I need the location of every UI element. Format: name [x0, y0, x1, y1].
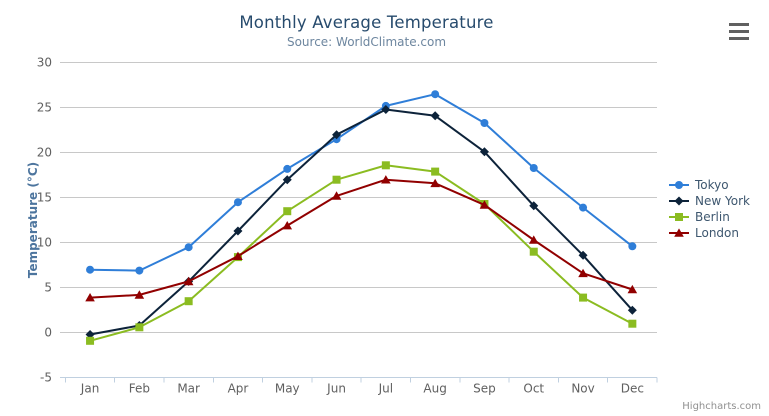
data-point-new-york-may[interactable]	[282, 175, 292, 185]
data-point-london-oct[interactable]	[528, 235, 539, 244]
series-new-york	[85, 105, 637, 339]
legend-marker-berlin	[675, 213, 683, 221]
y-axis-label: 0	[44, 326, 52, 340]
data-point-berlin-mar[interactable]	[184, 297, 193, 306]
data-point-new-york-jan[interactable]	[85, 330, 95, 339]
x-axis-label: Dec	[621, 382, 644, 396]
legend-symbol-berlin-icon	[669, 213, 689, 221]
series-tokyo	[86, 90, 637, 275]
legend: Tokyo New York Berlin London	[668, 177, 750, 241]
x-axis-label: Apr	[228, 382, 249, 396]
data-point-tokyo-jan[interactable]	[86, 265, 95, 274]
data-point-new-york-apr[interactable]	[233, 226, 243, 236]
data-point-tokyo-mar[interactable]	[184, 243, 193, 252]
x-axis-label: Jun	[326, 382, 346, 396]
y-axis-label: 5	[44, 281, 52, 295]
data-point-new-york-jun[interactable]	[332, 130, 342, 140]
data-point-london-jan[interactable]	[85, 293, 95, 302]
data-point-tokyo-dec[interactable]	[628, 242, 637, 251]
data-point-berlin-oct[interactable]	[529, 247, 538, 256]
legend-label-london: London	[695, 226, 739, 240]
hamburger-icon	[729, 22, 749, 26]
legend-item-new-york[interactable]: New York	[668, 193, 750, 209]
x-axis-label: May	[275, 382, 300, 396]
data-point-london-nov[interactable]	[578, 268, 588, 278]
y-axis-label: 10	[37, 236, 52, 250]
x-axis-label: Feb	[129, 382, 150, 396]
export-menu-button[interactable]	[727, 19, 751, 43]
legend-symbol-new-york-icon	[669, 196, 689, 206]
series-london	[85, 175, 638, 302]
legend-marker-new-york	[674, 196, 684, 206]
y-axis-label: 25	[37, 101, 52, 115]
x-axis-label: Jan	[80, 382, 100, 396]
data-point-london-feb[interactable]	[134, 290, 145, 299]
data-point-london-may[interactable]	[282, 221, 293, 230]
data-point-london-dec[interactable]	[627, 284, 638, 294]
x-axis-label: Aug	[423, 382, 446, 396]
legend-item-london[interactable]: London	[668, 225, 750, 241]
chart-subtitle: Source: WorldClimate.com	[286, 35, 447, 49]
y-axis-label: -5	[40, 371, 52, 385]
data-point-london-jun[interactable]	[331, 191, 342, 200]
data-point-berlin-aug[interactable]	[431, 167, 440, 176]
y-axis-label: 15	[37, 191, 52, 205]
data-point-tokyo-nov[interactable]	[579, 203, 588, 212]
data-point-london-jul[interactable]	[381, 175, 391, 184]
data-point-london-sep[interactable]	[479, 200, 490, 209]
x-axis-label: Oct	[523, 382, 544, 396]
legend-label-tokyo: Tokyo	[695, 178, 729, 192]
series-line-tokyo	[89, 93, 634, 272]
data-point-london-mar[interactable]	[183, 276, 194, 286]
series-line-new-york	[89, 108, 634, 336]
legend-item-tokyo[interactable]: Tokyo	[668, 177, 750, 193]
series-line-london	[89, 178, 634, 299]
data-point-berlin-jan[interactable]	[86, 336, 95, 345]
credits-link[interactable]: Highcharts.com	[682, 401, 761, 412]
y-axis-label: 20	[37, 146, 52, 160]
data-point-new-york-jul[interactable]	[381, 105, 391, 114]
data-point-berlin-may[interactable]	[283, 207, 292, 216]
data-point-new-york-oct[interactable]	[529, 201, 539, 211]
data-point-tokyo-feb[interactable]	[135, 266, 144, 275]
x-axis-label: Sep	[473, 382, 496, 396]
data-point-tokyo-sep[interactable]	[480, 119, 489, 127]
data-point-london-apr[interactable]	[233, 251, 243, 260]
data-point-berlin-jun[interactable]	[332, 175, 341, 184]
hamburger-icon	[729, 36, 749, 40]
x-axis-label: Mar	[177, 382, 200, 396]
x-axis-label: Nov	[571, 382, 594, 396]
x-axis-label: Jul	[378, 382, 393, 396]
hamburger-icon	[729, 29, 749, 33]
data-point-tokyo-apr[interactable]	[233, 198, 242, 207]
data-point-new-york-dec[interactable]	[627, 305, 637, 315]
chart-title: Monthly Average Temperature	[239, 13, 494, 32]
legend-symbol-london-icon	[669, 228, 689, 237]
legend-marker-london	[674, 228, 684, 237]
data-point-berlin-jul[interactable]	[381, 161, 390, 170]
data-point-london-aug[interactable]	[430, 178, 440, 188]
data-point-berlin-feb[interactable]	[135, 323, 144, 332]
data-point-berlin-dec[interactable]	[628, 319, 637, 328]
data-point-new-york-aug[interactable]	[430, 111, 440, 121]
legend-item-berlin[interactable]: Berlin	[668, 209, 750, 225]
legend-marker-tokyo	[675, 181, 683, 189]
data-point-berlin-nov[interactable]	[579, 293, 588, 302]
data-point-tokyo-may[interactable]	[283, 164, 292, 173]
y-axis-label: 30	[37, 56, 52, 70]
legend-label-berlin: Berlin	[695, 210, 730, 224]
data-point-tokyo-aug[interactable]	[431, 90, 440, 99]
legend-label-new-york: New York	[695, 194, 750, 208]
legend-symbol-tokyo-icon	[669, 181, 689, 189]
data-point-new-york-nov[interactable]	[578, 250, 588, 260]
data-point-tokyo-oct[interactable]	[529, 164, 538, 172]
data-point-new-york-sep[interactable]	[479, 147, 489, 157]
series-line-berlin	[89, 164, 634, 342]
